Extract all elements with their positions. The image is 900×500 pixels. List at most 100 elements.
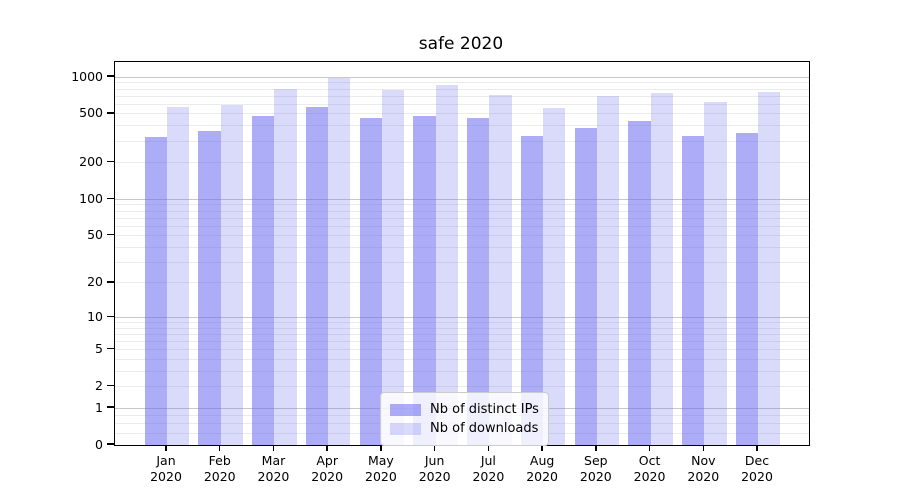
x-tick-year: 2020	[741, 469, 773, 484]
gridline-minor	[115, 82, 809, 84]
x-tick-year: 2020	[526, 469, 559, 484]
y-tick-mark	[107, 281, 114, 283]
x-tick-mark	[487, 445, 490, 451]
gridline-major	[115, 316, 809, 318]
legend-label-downloads: Nb of downloads	[430, 421, 539, 436]
bar-distinct-ips-aug	[520, 136, 544, 445]
x-tick-mark	[702, 445, 704, 451]
bar-distinct-ips-jun	[413, 116, 436, 445]
x-tick-month: Jun	[424, 453, 445, 468]
gridline-minor	[115, 225, 809, 227]
y-tick-label-1000: 1000	[71, 68, 103, 84]
x-tick-mark	[541, 445, 543, 451]
gridline-major	[115, 76, 809, 78]
bar-distinct-ips-jan	[144, 136, 167, 445]
bar-distinct-ips-feb	[198, 131, 221, 445]
y-tick-label-100: 100	[79, 190, 103, 206]
gridline-minor	[115, 282, 809, 284]
bar-downloads-jul	[489, 94, 512, 445]
y-tick-label-50: 50	[87, 227, 103, 243]
bar-downloads-sep	[596, 95, 620, 445]
x-tick-month: Jul	[480, 453, 496, 468]
bar-downloads-nov	[704, 101, 727, 445]
y-tick-label-5: 5	[95, 341, 103, 357]
gridline-minor	[115, 386, 809, 387]
bar-downloads-oct	[650, 92, 673, 445]
gridline-minor	[115, 321, 809, 323]
x-tick-month: Mar	[261, 453, 286, 468]
bar-distinct-ips-jul	[467, 118, 490, 445]
x-tick-label-feb: Feb 2020	[190, 453, 250, 485]
x-tick-month: Nov	[691, 453, 716, 468]
y-tick-mark	[107, 160, 114, 163]
bar-downloads-apr	[328, 77, 351, 445]
gridline-minor	[115, 246, 809, 248]
legend: Nb of distinct IPs Nb of downloads	[380, 392, 549, 446]
y-tick-label-20: 20	[87, 274, 103, 290]
bar-distinct-ips-sep	[574, 127, 597, 445]
x-tick-mark	[648, 445, 651, 451]
gridline-minor	[115, 88, 809, 90]
x-tick-month: May	[367, 453, 394, 468]
gridline-minor	[115, 235, 809, 237]
gridline-minor	[115, 113, 809, 115]
x-tick-label-nov: Nov 2020	[673, 453, 733, 485]
gridline-minor	[115, 261, 809, 263]
x-tick-year: 2020	[203, 469, 236, 484]
bar-downloads-mar	[274, 88, 297, 445]
y-tick-label-1: 1	[95, 399, 103, 415]
x-tick-mark	[272, 445, 275, 451]
x-tick-label-sep: Sep 2020	[566, 453, 626, 485]
x-tick-label-aug: Aug 2020	[512, 453, 572, 485]
y-tick-mark	[107, 197, 114, 199]
gridline-minor	[115, 103, 809, 105]
legend-label-distinct-ips: Nb of distinct IPs	[430, 402, 539, 417]
gridline-minor	[115, 370, 809, 372]
x-tick-month: Sep	[584, 453, 608, 468]
bar-downloads-aug	[543, 107, 566, 445]
y-tick-mark	[107, 233, 114, 236]
bars-layer	[115, 62, 809, 445]
gridline-minor	[115, 349, 809, 351]
plot-area: Nb of distinct IPs Nb of downloads	[114, 61, 810, 446]
y-tick-mark	[107, 75, 114, 77]
y-tick-label-500: 500	[79, 105, 103, 121]
light-swatch-icon	[390, 422, 421, 435]
x-tick-year: 2020	[257, 469, 290, 484]
y-tick-mark	[107, 112, 114, 114]
gridline-minor	[115, 95, 809, 97]
x-tick-year: 2020	[579, 469, 612, 484]
gridline-minor	[115, 358, 809, 360]
y-tick-label-200: 200	[79, 154, 103, 170]
x-tick-year: 2020	[365, 469, 397, 484]
x-tick-month: Feb	[208, 453, 231, 468]
x-tick-month: Dec	[744, 453, 770, 468]
x-tick-mark	[595, 445, 597, 451]
gridline-minor	[115, 327, 809, 329]
gridline-minor	[115, 340, 809, 342]
bar-downloads-may	[381, 90, 405, 445]
legend-row-distinct-ips: Nb of distinct IPs	[390, 400, 540, 419]
bar-downloads-dec	[758, 91, 781, 445]
bar-distinct-ips-mar	[252, 116, 275, 445]
y-tick-label-2: 2	[95, 378, 103, 393]
x-tick-mark	[219, 445, 221, 451]
bar-distinct-ips-oct	[628, 121, 651, 445]
bar-distinct-ips-apr	[305, 107, 329, 445]
x-tick-mark	[165, 445, 167, 451]
bar-distinct-ips-nov	[682, 136, 705, 445]
bar-downloads-jan	[167, 107, 190, 445]
gridline-minor	[115, 333, 809, 335]
x-tick-mark	[433, 445, 436, 451]
x-tick-year: 2020	[472, 469, 505, 484]
x-tick-label-may: May 2020	[351, 453, 411, 485]
gridline-minor	[115, 125, 809, 127]
x-tick-label-jul: Jul 2020	[458, 453, 518, 485]
x-tick-label-mar: Mar 2020	[243, 453, 303, 485]
x-tick-month: Apr	[316, 453, 338, 468]
y-tick-mark	[107, 347, 114, 350]
x-tick-month: Jan	[156, 453, 176, 468]
bar-downloads-feb	[220, 104, 244, 445]
y-tick-mark	[107, 315, 114, 318]
x-tick-year: 2020	[418, 469, 451, 484]
